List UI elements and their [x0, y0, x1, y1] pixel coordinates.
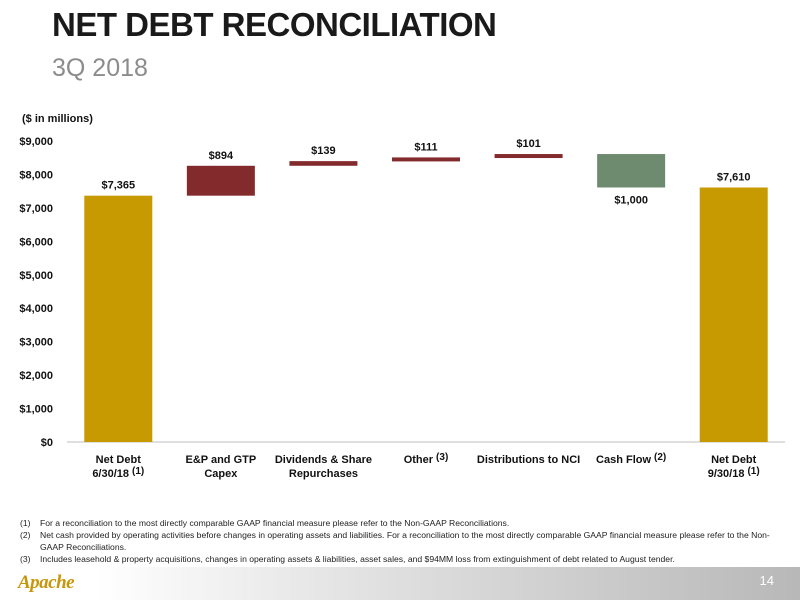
page-title: NET DEBT RECONCILIATION — [52, 6, 497, 43]
footnote-number: (3) — [20, 554, 31, 564]
x-tick-label-line1: Cash Flow — [596, 454, 651, 466]
footer-bar — [0, 567, 800, 600]
apache-logo: Apache — [18, 572, 75, 593]
bar — [186, 165, 255, 196]
bar — [494, 154, 563, 159]
bar — [699, 187, 768, 442]
x-tick-label-line1: Net Debt — [96, 454, 142, 466]
x-tick-label-line2: 6/30/18 — [92, 468, 129, 480]
x-tick-label: Other (3) — [404, 452, 449, 466]
x-tick-label-line1: Distributions to NCI — [477, 454, 580, 466]
y-tick-label: $1,000 — [19, 404, 53, 416]
footnote-number: (2) — [20, 530, 31, 540]
data-label: $7,365 — [101, 180, 135, 192]
x-tick-label-line1: E&P and GTP — [186, 454, 257, 466]
footnote-text: For a reconciliation to the most directl… — [40, 518, 510, 528]
x-tick-label-line1: Other — [404, 454, 434, 466]
bar — [84, 195, 153, 442]
data-label: $7,610 — [717, 171, 751, 183]
x-tick-footnote-ref: (1) — [747, 466, 759, 477]
bar — [392, 157, 460, 162]
page-number: 14 — [759, 573, 774, 588]
x-tick-label: Distributions to NCI — [477, 454, 580, 466]
footnote-text: Net cash provided by operating activitie… — [40, 530, 770, 552]
y-tick-label: $0 — [41, 437, 53, 449]
footnote-1: (1) For a reconciliation to the most dir… — [20, 517, 790, 529]
x-tick-footnote-ref: (1) — [132, 466, 144, 477]
x-tick-label-line2: Repurchases — [289, 468, 358, 480]
footnote-3: (3) Includes leasehold & property acquis… — [20, 553, 790, 565]
x-tick-label-line2: 9/30/18 — [708, 468, 745, 480]
y-tick-label: $9,000 — [19, 136, 53, 148]
bar — [597, 154, 666, 188]
data-label: $1,000 — [614, 194, 648, 206]
bar — [289, 161, 358, 166]
x-tick-label: E&P and GTP Capex — [186, 454, 257, 480]
footnotes: (1) For a reconciliation to the most dir… — [20, 517, 790, 565]
footnote-text: Includes leasehold & property acquisitio… — [40, 554, 675, 564]
x-tick-label: Net Debt 6/30/18 (1) — [92, 454, 144, 480]
page-subtitle: 3Q 2018 — [52, 54, 148, 82]
waterfall-chart: $0 $1,000 $2,000 $3,000 $4,000 $5,000 $6,000 $7… — [19, 136, 785, 480]
footnote-2: (2) Net cash provided by operating activ… — [20, 529, 790, 553]
y-tick-label: $5,000 — [19, 270, 53, 282]
y-tick-label: $6,000 — [19, 236, 53, 248]
x-tick-footnote-ref: (2) — [654, 452, 666, 463]
data-label: $894 — [209, 150, 234, 162]
data-label: $111 — [414, 141, 437, 153]
x-tick-label: Net Debt 9/30/18 (1) — [708, 454, 760, 480]
x-tick-footnote-ref: (3) — [436, 452, 448, 463]
y-tick-label: $7,000 — [19, 203, 53, 215]
data-label: $101 — [516, 138, 540, 150]
footnote-number: (1) — [20, 518, 31, 528]
units-label: ($ in millions) — [22, 113, 93, 125]
x-tick-label-line2: Capex — [204, 468, 238, 480]
x-tick-label: Cash Flow (2) — [596, 452, 666, 466]
y-tick-label: $3,000 — [19, 337, 53, 349]
x-tick-label-line1: Dividends & Share — [275, 454, 372, 466]
y-tick-label: $2,000 — [19, 370, 53, 382]
x-tick-label-line1: Net Debt — [711, 454, 757, 466]
y-tick-label: $8,000 — [19, 169, 53, 181]
x-tick-label: Dividends & Share Repurchases — [275, 454, 372, 480]
y-tick-label: $4,000 — [19, 303, 53, 315]
data-label: $139 — [311, 145, 335, 157]
